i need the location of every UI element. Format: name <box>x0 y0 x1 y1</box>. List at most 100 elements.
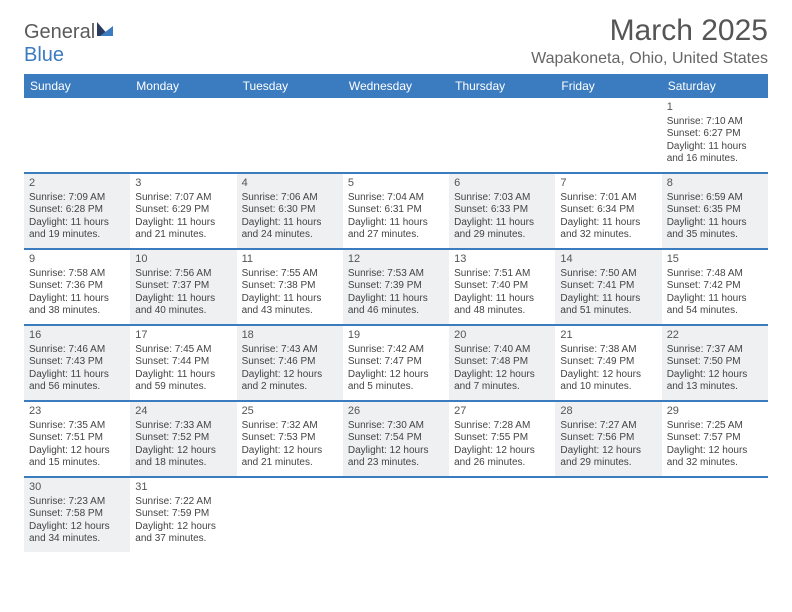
sunset-text: Sunset: 7:52 PM <box>135 432 231 445</box>
sunrise-text: Sunrise: 7:46 AM <box>29 344 125 357</box>
sunset-text: Sunset: 7:59 PM <box>135 508 231 521</box>
day-cell: 26Sunrise: 7:30 AMSunset: 7:54 PMDayligh… <box>343 402 449 476</box>
daylight-text: Daylight: 11 hours and 54 minutes. <box>667 293 763 318</box>
sunrise-text: Sunrise: 7:48 AM <box>667 268 763 281</box>
daylight-text: Daylight: 11 hours and 40 minutes. <box>135 293 231 318</box>
sunrise-text: Sunrise: 7:04 AM <box>348 192 444 205</box>
sunset-text: Sunset: 6:29 PM <box>135 204 231 217</box>
daylight-text: Daylight: 12 hours and 23 minutes. <box>348 445 444 470</box>
sunrise-text: Sunrise: 7:58 AM <box>29 268 125 281</box>
dow-header: Wednesday <box>343 74 449 98</box>
location-text: Wapakoneta, Ohio, United States <box>531 50 768 68</box>
week-row: 9Sunrise: 7:58 AMSunset: 7:36 PMDaylight… <box>24 250 768 326</box>
sunrise-text: Sunrise: 7:30 AM <box>348 420 444 433</box>
daylight-text: Daylight: 12 hours and 21 minutes. <box>242 445 338 470</box>
day-cell <box>343 98 449 172</box>
sunset-text: Sunset: 7:47 PM <box>348 356 444 369</box>
sunrise-text: Sunrise: 7:51 AM <box>454 268 550 281</box>
day-cell: 27Sunrise: 7:28 AMSunset: 7:55 PMDayligh… <box>449 402 555 476</box>
day-number: 30 <box>29 481 125 495</box>
day-number: 9 <box>29 253 125 267</box>
day-cell: 23Sunrise: 7:35 AMSunset: 7:51 PMDayligh… <box>24 402 130 476</box>
daylight-text: Daylight: 12 hours and 26 minutes. <box>454 445 550 470</box>
sunrise-text: Sunrise: 7:07 AM <box>135 192 231 205</box>
day-cell: 29Sunrise: 7:25 AMSunset: 7:57 PMDayligh… <box>662 402 768 476</box>
sunrise-text: Sunrise: 7:35 AM <box>29 420 125 433</box>
dow-header: Thursday <box>449 74 555 98</box>
dow-header: Sunday <box>24 74 130 98</box>
day-cell: 22Sunrise: 7:37 AMSunset: 7:50 PMDayligh… <box>662 326 768 400</box>
sunset-text: Sunset: 7:39 PM <box>348 280 444 293</box>
day-number: 22 <box>667 329 763 343</box>
day-number: 26 <box>348 405 444 419</box>
week-row: 23Sunrise: 7:35 AMSunset: 7:51 PMDayligh… <box>24 402 768 478</box>
title-block: March 2025 Wapakoneta, Ohio, United Stat… <box>531 14 768 68</box>
day-cell: 8Sunrise: 6:59 AMSunset: 6:35 PMDaylight… <box>662 174 768 248</box>
daylight-text: Daylight: 11 hours and 21 minutes. <box>135 217 231 242</box>
day-number: 23 <box>29 405 125 419</box>
sunrise-text: Sunrise: 7:23 AM <box>29 496 125 509</box>
daylight-text: Daylight: 12 hours and 37 minutes. <box>135 521 231 546</box>
daylight-text: Daylight: 11 hours and 48 minutes. <box>454 293 550 318</box>
sunset-text: Sunset: 7:50 PM <box>667 356 763 369</box>
day-cell: 30Sunrise: 7:23 AMSunset: 7:58 PMDayligh… <box>24 478 130 552</box>
sunset-text: Sunset: 7:43 PM <box>29 356 125 369</box>
sunset-text: Sunset: 7:46 PM <box>242 356 338 369</box>
sunrise-text: Sunrise: 6:59 AM <box>667 192 763 205</box>
day-number: 25 <box>242 405 338 419</box>
day-number: 21 <box>560 329 656 343</box>
day-cell: 12Sunrise: 7:53 AMSunset: 7:39 PMDayligh… <box>343 250 449 324</box>
sunset-text: Sunset: 7:40 PM <box>454 280 550 293</box>
brand-part1: General <box>24 21 95 43</box>
daylight-text: Daylight: 11 hours and 32 minutes. <box>560 217 656 242</box>
day-cell: 3Sunrise: 7:07 AMSunset: 6:29 PMDaylight… <box>130 174 236 248</box>
daylight-text: Daylight: 11 hours and 46 minutes. <box>348 293 444 318</box>
week-row: 2Sunrise: 7:09 AMSunset: 6:28 PMDaylight… <box>24 174 768 250</box>
week-row: 16Sunrise: 7:46 AMSunset: 7:43 PMDayligh… <box>24 326 768 402</box>
sunrise-text: Sunrise: 7:53 AM <box>348 268 444 281</box>
sunrise-text: Sunrise: 7:01 AM <box>560 192 656 205</box>
sunrise-text: Sunrise: 7:37 AM <box>667 344 763 357</box>
day-number: 16 <box>29 329 125 343</box>
sunrise-text: Sunrise: 7:03 AM <box>454 192 550 205</box>
sunrise-text: Sunrise: 7:40 AM <box>454 344 550 357</box>
sunrise-text: Sunrise: 7:45 AM <box>135 344 231 357</box>
sunrise-text: Sunrise: 7:28 AM <box>454 420 550 433</box>
daylight-text: Daylight: 12 hours and 13 minutes. <box>667 369 763 394</box>
brand-text: GeneralBlue <box>24 20 117 67</box>
sunset-text: Sunset: 7:48 PM <box>454 356 550 369</box>
week-row: 1Sunrise: 7:10 AMSunset: 6:27 PMDaylight… <box>24 98 768 174</box>
month-title: March 2025 <box>531 14 768 48</box>
sunrise-text: Sunrise: 7:25 AM <box>667 420 763 433</box>
day-number: 5 <box>348 177 444 191</box>
daylight-text: Daylight: 12 hours and 7 minutes. <box>454 369 550 394</box>
sunset-text: Sunset: 7:54 PM <box>348 432 444 445</box>
day-cell: 20Sunrise: 7:40 AMSunset: 7:48 PMDayligh… <box>449 326 555 400</box>
header: GeneralBlue March 2025 Wapakoneta, Ohio,… <box>24 14 768 68</box>
brand-logo: GeneralBlue <box>24 20 117 67</box>
sunset-text: Sunset: 6:27 PM <box>667 128 763 141</box>
daylight-text: Daylight: 11 hours and 29 minutes. <box>454 217 550 242</box>
daylight-text: Daylight: 11 hours and 43 minutes. <box>242 293 338 318</box>
day-number: 11 <box>242 253 338 267</box>
day-cell: 16Sunrise: 7:46 AMSunset: 7:43 PMDayligh… <box>24 326 130 400</box>
sunrise-text: Sunrise: 7:43 AM <box>242 344 338 357</box>
daylight-text: Daylight: 12 hours and 34 minutes. <box>29 521 125 546</box>
day-cell: 19Sunrise: 7:42 AMSunset: 7:47 PMDayligh… <box>343 326 449 400</box>
day-number: 18 <box>242 329 338 343</box>
daylight-text: Daylight: 11 hours and 24 minutes. <box>242 217 338 242</box>
sunset-text: Sunset: 7:56 PM <box>560 432 656 445</box>
sail-icon <box>95 20 117 44</box>
day-cell: 15Sunrise: 7:48 AMSunset: 7:42 PMDayligh… <box>662 250 768 324</box>
daylight-text: Daylight: 11 hours and 16 minutes. <box>667 141 763 166</box>
daylight-text: Daylight: 12 hours and 32 minutes. <box>667 445 763 470</box>
daylight-text: Daylight: 11 hours and 56 minutes. <box>29 369 125 394</box>
day-cell: 6Sunrise: 7:03 AMSunset: 6:33 PMDaylight… <box>449 174 555 248</box>
day-number: 27 <box>454 405 550 419</box>
dow-header: Tuesday <box>237 74 343 98</box>
sunset-text: Sunset: 6:33 PM <box>454 204 550 217</box>
day-cell: 13Sunrise: 7:51 AMSunset: 7:40 PMDayligh… <box>449 250 555 324</box>
day-number: 24 <box>135 405 231 419</box>
day-number: 12 <box>348 253 444 267</box>
day-cell: 14Sunrise: 7:50 AMSunset: 7:41 PMDayligh… <box>555 250 661 324</box>
